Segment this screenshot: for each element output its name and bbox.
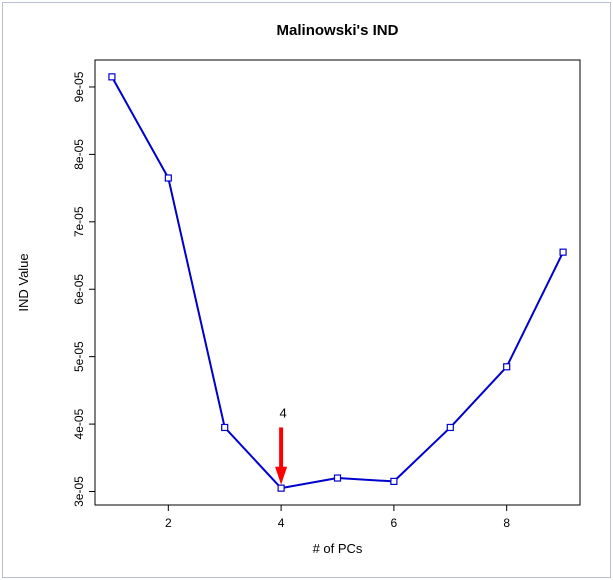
y-tick-label: 8e-05	[72, 139, 86, 170]
y-tick-label: 4e-05	[72, 408, 86, 439]
series-marker	[560, 249, 566, 255]
x-tick-label: 6	[391, 516, 398, 530]
series-marker	[278, 485, 284, 491]
series-marker	[109, 74, 115, 80]
series-marker	[447, 424, 453, 430]
x-tick-label: 2	[165, 516, 172, 530]
series-marker	[391, 478, 397, 484]
annotation-label: 4	[279, 405, 286, 420]
y-tick-label: 7e-05	[72, 206, 86, 237]
chart-svg: 2 4 6 8 3e-05 4e-05 5e-05 6e-05 7e-05 8e-05 9e-05 4…	[0, 0, 613, 580]
x-tick-label: 8	[503, 516, 510, 530]
y-axis-label: IND Value	[16, 253, 31, 311]
series-marker	[222, 424, 228, 430]
chart-title: Malinowski's IND	[277, 22, 399, 39]
chart-container: 2 4 6 8 3e-05 4e-05 5e-05 6e-05 7e-05 8e-05 9e-05 4…	[0, 0, 613, 580]
series-marker	[165, 175, 171, 181]
y-tick-label: 3e-05	[72, 476, 86, 507]
plot-area	[95, 60, 580, 505]
y-tick-label: 6e-05	[72, 274, 86, 305]
x-tick-label: 4	[278, 516, 285, 530]
y-tick-label: 5e-05	[72, 341, 86, 372]
series-marker	[335, 475, 341, 481]
x-axis-label: # of PCs	[313, 541, 363, 556]
series-marker	[504, 364, 510, 370]
y-tick-label: 9e-05	[72, 71, 86, 102]
